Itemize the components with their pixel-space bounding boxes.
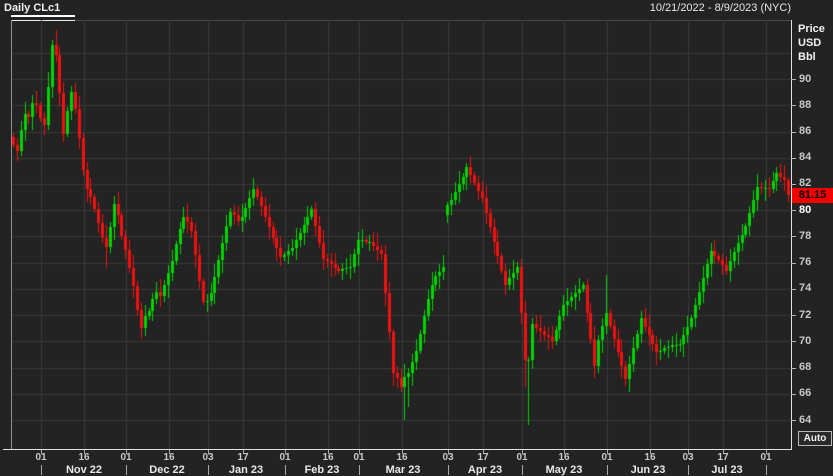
x-axis-tick-label: 16 <box>322 452 334 463</box>
month-separator <box>522 465 523 475</box>
plot-border-left <box>11 20 12 450</box>
x-axis-tick-mark <box>564 450 565 454</box>
y-axis-tick-mark <box>791 236 796 237</box>
x-axis-tick-label: 16 <box>78 452 90 463</box>
y-axis-tick-mark <box>791 210 796 211</box>
month-separator <box>607 465 608 475</box>
x-axis-tick-label: 16 <box>396 452 408 463</box>
chart-title: Daily CLc1 <box>4 2 61 14</box>
y-axis-tick-mark <box>791 263 796 264</box>
y-axis-tick-mark <box>791 368 796 369</box>
x-axis-tick-mark <box>285 450 286 454</box>
x-axis-tick-mark <box>359 450 360 454</box>
x-axis-month-label: Jul 23 <box>711 464 743 476</box>
x-axis-tick-label: 17 <box>717 452 729 463</box>
x-axis-tick-mark <box>607 450 608 454</box>
y-axis-tick-label: 90 <box>799 73 812 85</box>
y-axis-tick-label: 88 <box>799 99 812 111</box>
x-axis-month-label: Feb 23 <box>304 464 340 476</box>
month-separator <box>41 465 42 475</box>
month-separator <box>766 465 767 475</box>
y-axis-tick-label: 86 <box>799 125 812 137</box>
x-axis-tick-label: 17 <box>477 452 489 463</box>
month-separator <box>688 465 689 475</box>
y-axis-tick-mark <box>791 394 796 395</box>
plot-border-bottom <box>3 449 792 450</box>
last-price-badge: 81.15 <box>792 188 833 203</box>
y-axis-unit-line2: USD <box>798 37 822 49</box>
auto-scale-button[interactable]: Auto <box>798 431 832 446</box>
x-axis-tick-mark <box>483 450 484 454</box>
x-axis-tick-label: 16 <box>644 452 656 463</box>
y-axis-tick-mark <box>791 132 796 133</box>
x-axis-tick-label: 17 <box>237 452 249 463</box>
y-axis-unit-label: Price USD Bbl <box>798 22 825 64</box>
x-axis-tick-mark <box>84 450 85 454</box>
x-axis-tick-label: 01 <box>516 452 528 463</box>
y-axis-tick-label: 72 <box>799 309 812 321</box>
y-axis-tick-label: 84 <box>799 151 812 163</box>
y-axis-tick-label: 78 <box>799 230 812 242</box>
y-axis-tick-mark <box>791 289 796 290</box>
y-axis-tick-mark <box>791 341 796 342</box>
x-axis-tick-mark <box>448 450 449 454</box>
x-axis-tick-label: 01 <box>601 452 613 463</box>
x-axis-month-label: Dec 22 <box>149 464 185 476</box>
y-axis-tick-mark <box>791 315 796 316</box>
month-separator <box>359 465 360 475</box>
x-axis-tick-mark <box>723 450 724 454</box>
y-axis-tick-mark <box>791 79 796 80</box>
y-axis-tick-label: 76 <box>799 256 812 268</box>
y-axis-tick-label: 82 <box>799 177 812 189</box>
x-axis-tick-label: 03 <box>682 452 694 463</box>
x-axis-tick-label: 01 <box>353 452 365 463</box>
candlestick-chart-canvas[interactable] <box>12 20 791 449</box>
x-axis-tick-label: 01 <box>120 452 132 463</box>
x-axis-month-label: May 23 <box>545 464 583 476</box>
x-axis-month-label: Nov 22 <box>65 464 103 476</box>
y-axis-unit-line3: Bbl <box>798 51 816 63</box>
y-axis-tick-label: 64 <box>799 414 812 426</box>
x-axis-tick-label: 03 <box>442 452 454 463</box>
y-axis-unit-line1: Price <box>798 23 825 35</box>
x-axis-tick-mark <box>328 450 329 454</box>
x-axis-tick-mark <box>688 450 689 454</box>
x-axis-tick-mark <box>208 450 209 454</box>
x-axis-tick-label: 01 <box>760 452 772 463</box>
x-axis-tick-label: 16 <box>163 452 175 463</box>
x-axis-tick-mark <box>766 450 767 454</box>
y-axis-tick-mark <box>791 158 796 159</box>
month-separator <box>285 465 286 475</box>
x-axis-tick-label: 16 <box>558 452 570 463</box>
month-separator <box>448 465 449 475</box>
y-axis-tick-label: 74 <box>799 282 812 294</box>
y-axis-tick-mark <box>791 420 796 421</box>
x-axis-tick-mark <box>402 450 403 454</box>
plot-border-right <box>791 20 792 450</box>
x-axis-tick-mark <box>522 450 523 454</box>
title-underline <box>11 15 75 17</box>
month-separator <box>208 465 209 475</box>
y-axis-tick-label: 70 <box>799 335 812 347</box>
x-axis-tick-label: 01 <box>35 452 47 463</box>
x-axis-month-label: Mar 23 <box>385 464 421 476</box>
date-range-label: 10/21/2022 - 8/9/2023 (NYC) <box>649 2 791 14</box>
x-axis-tick-mark <box>41 450 42 454</box>
month-separator <box>126 465 127 475</box>
y-axis-tick-label: 68 <box>799 361 812 373</box>
y-axis-tick-label: 66 <box>799 387 812 399</box>
x-axis-tick-label: 03 <box>202 452 214 463</box>
y-axis-tick-mark <box>791 184 796 185</box>
x-axis-month-label: Jan 23 <box>228 464 264 476</box>
x-axis-tick-mark <box>126 450 127 454</box>
x-axis-tick-mark <box>169 450 170 454</box>
x-axis-month-label: Apr 23 <box>467 464 503 476</box>
y-axis-tick-label: 80 <box>799 204 812 216</box>
x-axis-tick-mark <box>650 450 651 454</box>
y-axis-tick-mark <box>791 105 796 106</box>
x-axis-tick-mark <box>243 450 244 454</box>
x-axis-tick-label: 01 <box>279 452 291 463</box>
x-axis-month-label: Jun 23 <box>630 464 666 476</box>
